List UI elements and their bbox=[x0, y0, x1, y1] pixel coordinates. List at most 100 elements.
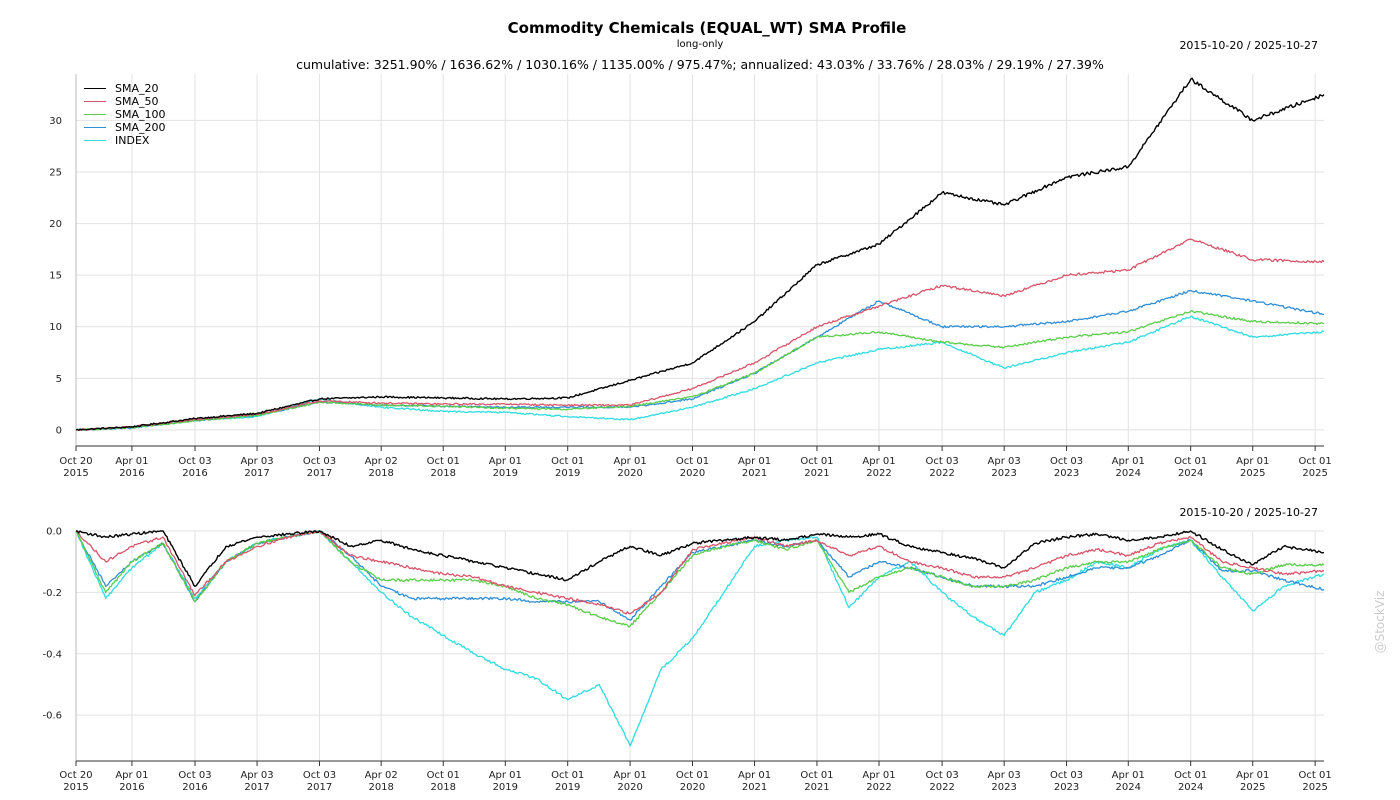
x-tick-label: Apr 03 bbox=[988, 770, 1021, 781]
x-tick-label: Apr 01 bbox=[613, 770, 646, 781]
x-tick-label: Oct 01 bbox=[800, 456, 833, 467]
x-tick-label-year: 2016 bbox=[182, 782, 207, 793]
x-tick-label-year: 2015 bbox=[63, 468, 88, 479]
x-tick-label: Apr 01 bbox=[1236, 456, 1269, 467]
x-tick-label-year: 2017 bbox=[307, 468, 332, 479]
date-range-label-bottom: 2015-10-20 / 2025-10-27 bbox=[1179, 506, 1318, 519]
x-tick-label-year: 2023 bbox=[1054, 468, 1079, 479]
x-tick-label-year: 2021 bbox=[804, 468, 829, 479]
x-tick-label: Oct 01 bbox=[427, 456, 460, 467]
x-tick-label: Apr 03 bbox=[240, 456, 273, 467]
legend-label: SMA_20 bbox=[115, 82, 159, 95]
x-tick-label: Oct 03 bbox=[178, 456, 211, 467]
x-tick-label: Apr 03 bbox=[240, 770, 273, 781]
x-tick-label: Oct 01 bbox=[1299, 456, 1332, 467]
x-tick-label-year: 2015 bbox=[63, 782, 88, 793]
x-tick-label-year: 2021 bbox=[804, 782, 829, 793]
x-tick-label-year: 2019 bbox=[493, 782, 518, 793]
legend-swatch bbox=[84, 101, 106, 102]
x-tick-label: Oct 01 bbox=[676, 770, 709, 781]
x-tick-label-year: 2018 bbox=[368, 782, 393, 793]
x-tick-label-year: 2025 bbox=[1302, 782, 1327, 793]
x-tick-label-year: 2016 bbox=[119, 468, 144, 479]
series-line-sma20 bbox=[76, 530, 1325, 587]
series-line-sma200 bbox=[75, 530, 1325, 621]
legend-item-sma50: SMA_50 bbox=[84, 95, 166, 108]
legend-item-index: INDEX bbox=[84, 134, 166, 147]
performance-stats: cumulative: 3251.90% / 1636.62% / 1030.1… bbox=[296, 57, 1104, 72]
x-tick-label: Oct 01 bbox=[551, 770, 584, 781]
x-tick-label: Apr 01 bbox=[489, 770, 522, 781]
x-tick-label: Oct 03 bbox=[178, 770, 211, 781]
x-tick-label-year: 2024 bbox=[1116, 468, 1141, 479]
legend-swatch bbox=[84, 140, 106, 141]
x-tick-label-year: 2017 bbox=[244, 782, 269, 793]
x-tick-label: Oct 03 bbox=[303, 770, 336, 781]
x-tick-label-year: 2024 bbox=[1116, 782, 1141, 793]
legend-swatch bbox=[84, 114, 106, 115]
x-tick-label: Oct 01 bbox=[676, 456, 709, 467]
x-tick-label: Oct 01 bbox=[1174, 770, 1207, 781]
legend-label: SMA_100 bbox=[115, 108, 166, 121]
x-tick-label: Apr 02 bbox=[365, 770, 398, 781]
x-tick-label: Oct 20 bbox=[59, 770, 92, 781]
x-tick-label: Oct 01 bbox=[551, 456, 584, 467]
x-tick-label: Oct 01 bbox=[1174, 456, 1207, 467]
x-tick-label-year: 2023 bbox=[991, 468, 1016, 479]
x-tick-label: Oct 03 bbox=[303, 456, 336, 467]
y-tick-label: 10 bbox=[49, 322, 62, 333]
legend-item-sma20: SMA_20 bbox=[84, 82, 166, 95]
x-tick-label: Apr 01 bbox=[115, 456, 148, 467]
x-tick-label: Oct 01 bbox=[1299, 770, 1332, 781]
date-range-label-top: 2015-10-20 / 2025-10-27 bbox=[1179, 39, 1318, 52]
x-tick-label-year: 2017 bbox=[307, 782, 332, 793]
x-tick-label: Apr 01 bbox=[738, 456, 771, 467]
x-tick-label-year: 2022 bbox=[866, 782, 891, 793]
series-line-sma20 bbox=[75, 77, 1325, 431]
series-line-sma100 bbox=[75, 530, 1325, 628]
series-line-sma200 bbox=[75, 289, 1325, 431]
x-tick-label-year: 2019 bbox=[555, 468, 580, 479]
x-tick-label-year: 2025 bbox=[1240, 468, 1265, 479]
x-tick-label-year: 2019 bbox=[555, 782, 580, 793]
x-tick-label: Apr 02 bbox=[365, 456, 398, 467]
x-tick-label-year: 2023 bbox=[991, 782, 1016, 793]
x-tick-label-year: 2021 bbox=[742, 782, 767, 793]
x-tick-label: Apr 01 bbox=[613, 456, 646, 467]
x-tick-label-year: 2018 bbox=[431, 468, 456, 479]
x-tick-label-year: 2018 bbox=[431, 782, 456, 793]
x-tick-label: Oct 03 bbox=[925, 770, 958, 781]
x-tick-label-year: 2022 bbox=[866, 468, 891, 479]
x-tick-label: Apr 01 bbox=[738, 770, 771, 781]
y-tick-label: 15 bbox=[49, 271, 62, 282]
series-line-sma50 bbox=[75, 238, 1325, 432]
y-tick-label: 30 bbox=[49, 116, 62, 127]
y-tick-label: -0.4 bbox=[42, 649, 62, 660]
x-tick-label-year: 2022 bbox=[929, 782, 954, 793]
x-tick-label: Oct 20 bbox=[59, 456, 92, 467]
x-tick-label: Oct 01 bbox=[427, 770, 460, 781]
x-tick-label-year: 2019 bbox=[493, 468, 518, 479]
x-tick-label-year: 2025 bbox=[1240, 782, 1265, 793]
x-tick-label-year: 2021 bbox=[742, 468, 767, 479]
chart-title: Commodity Chemicals (EQUAL_WT) SMA Profi… bbox=[507, 19, 907, 37]
x-tick-label-year: 2017 bbox=[244, 468, 269, 479]
series-line-sma50 bbox=[75, 530, 1325, 615]
y-tick-label: 0.0 bbox=[46, 527, 62, 538]
x-tick-label: Oct 03 bbox=[1050, 456, 1083, 467]
y-tick-label: -0.6 bbox=[42, 711, 62, 722]
y-tick-label: -0.2 bbox=[42, 588, 62, 599]
x-tick-label-year: 2020 bbox=[617, 782, 642, 793]
x-tick-label-year: 2025 bbox=[1302, 468, 1327, 479]
x-tick-label: Apr 01 bbox=[489, 456, 522, 467]
legend-label: INDEX bbox=[115, 134, 150, 147]
x-tick-label-year: 2024 bbox=[1178, 468, 1203, 479]
y-tick-label: 20 bbox=[49, 219, 62, 230]
x-tick-label-year: 2023 bbox=[1054, 782, 1079, 793]
x-tick-label: Oct 01 bbox=[800, 770, 833, 781]
x-tick-label-year: 2020 bbox=[680, 468, 705, 479]
x-tick-label: Apr 01 bbox=[862, 456, 895, 467]
legend: SMA_20 SMA_50 SMA_100 SMA_200 INDEX bbox=[84, 82, 166, 147]
y-tick-label: 0 bbox=[56, 425, 62, 436]
